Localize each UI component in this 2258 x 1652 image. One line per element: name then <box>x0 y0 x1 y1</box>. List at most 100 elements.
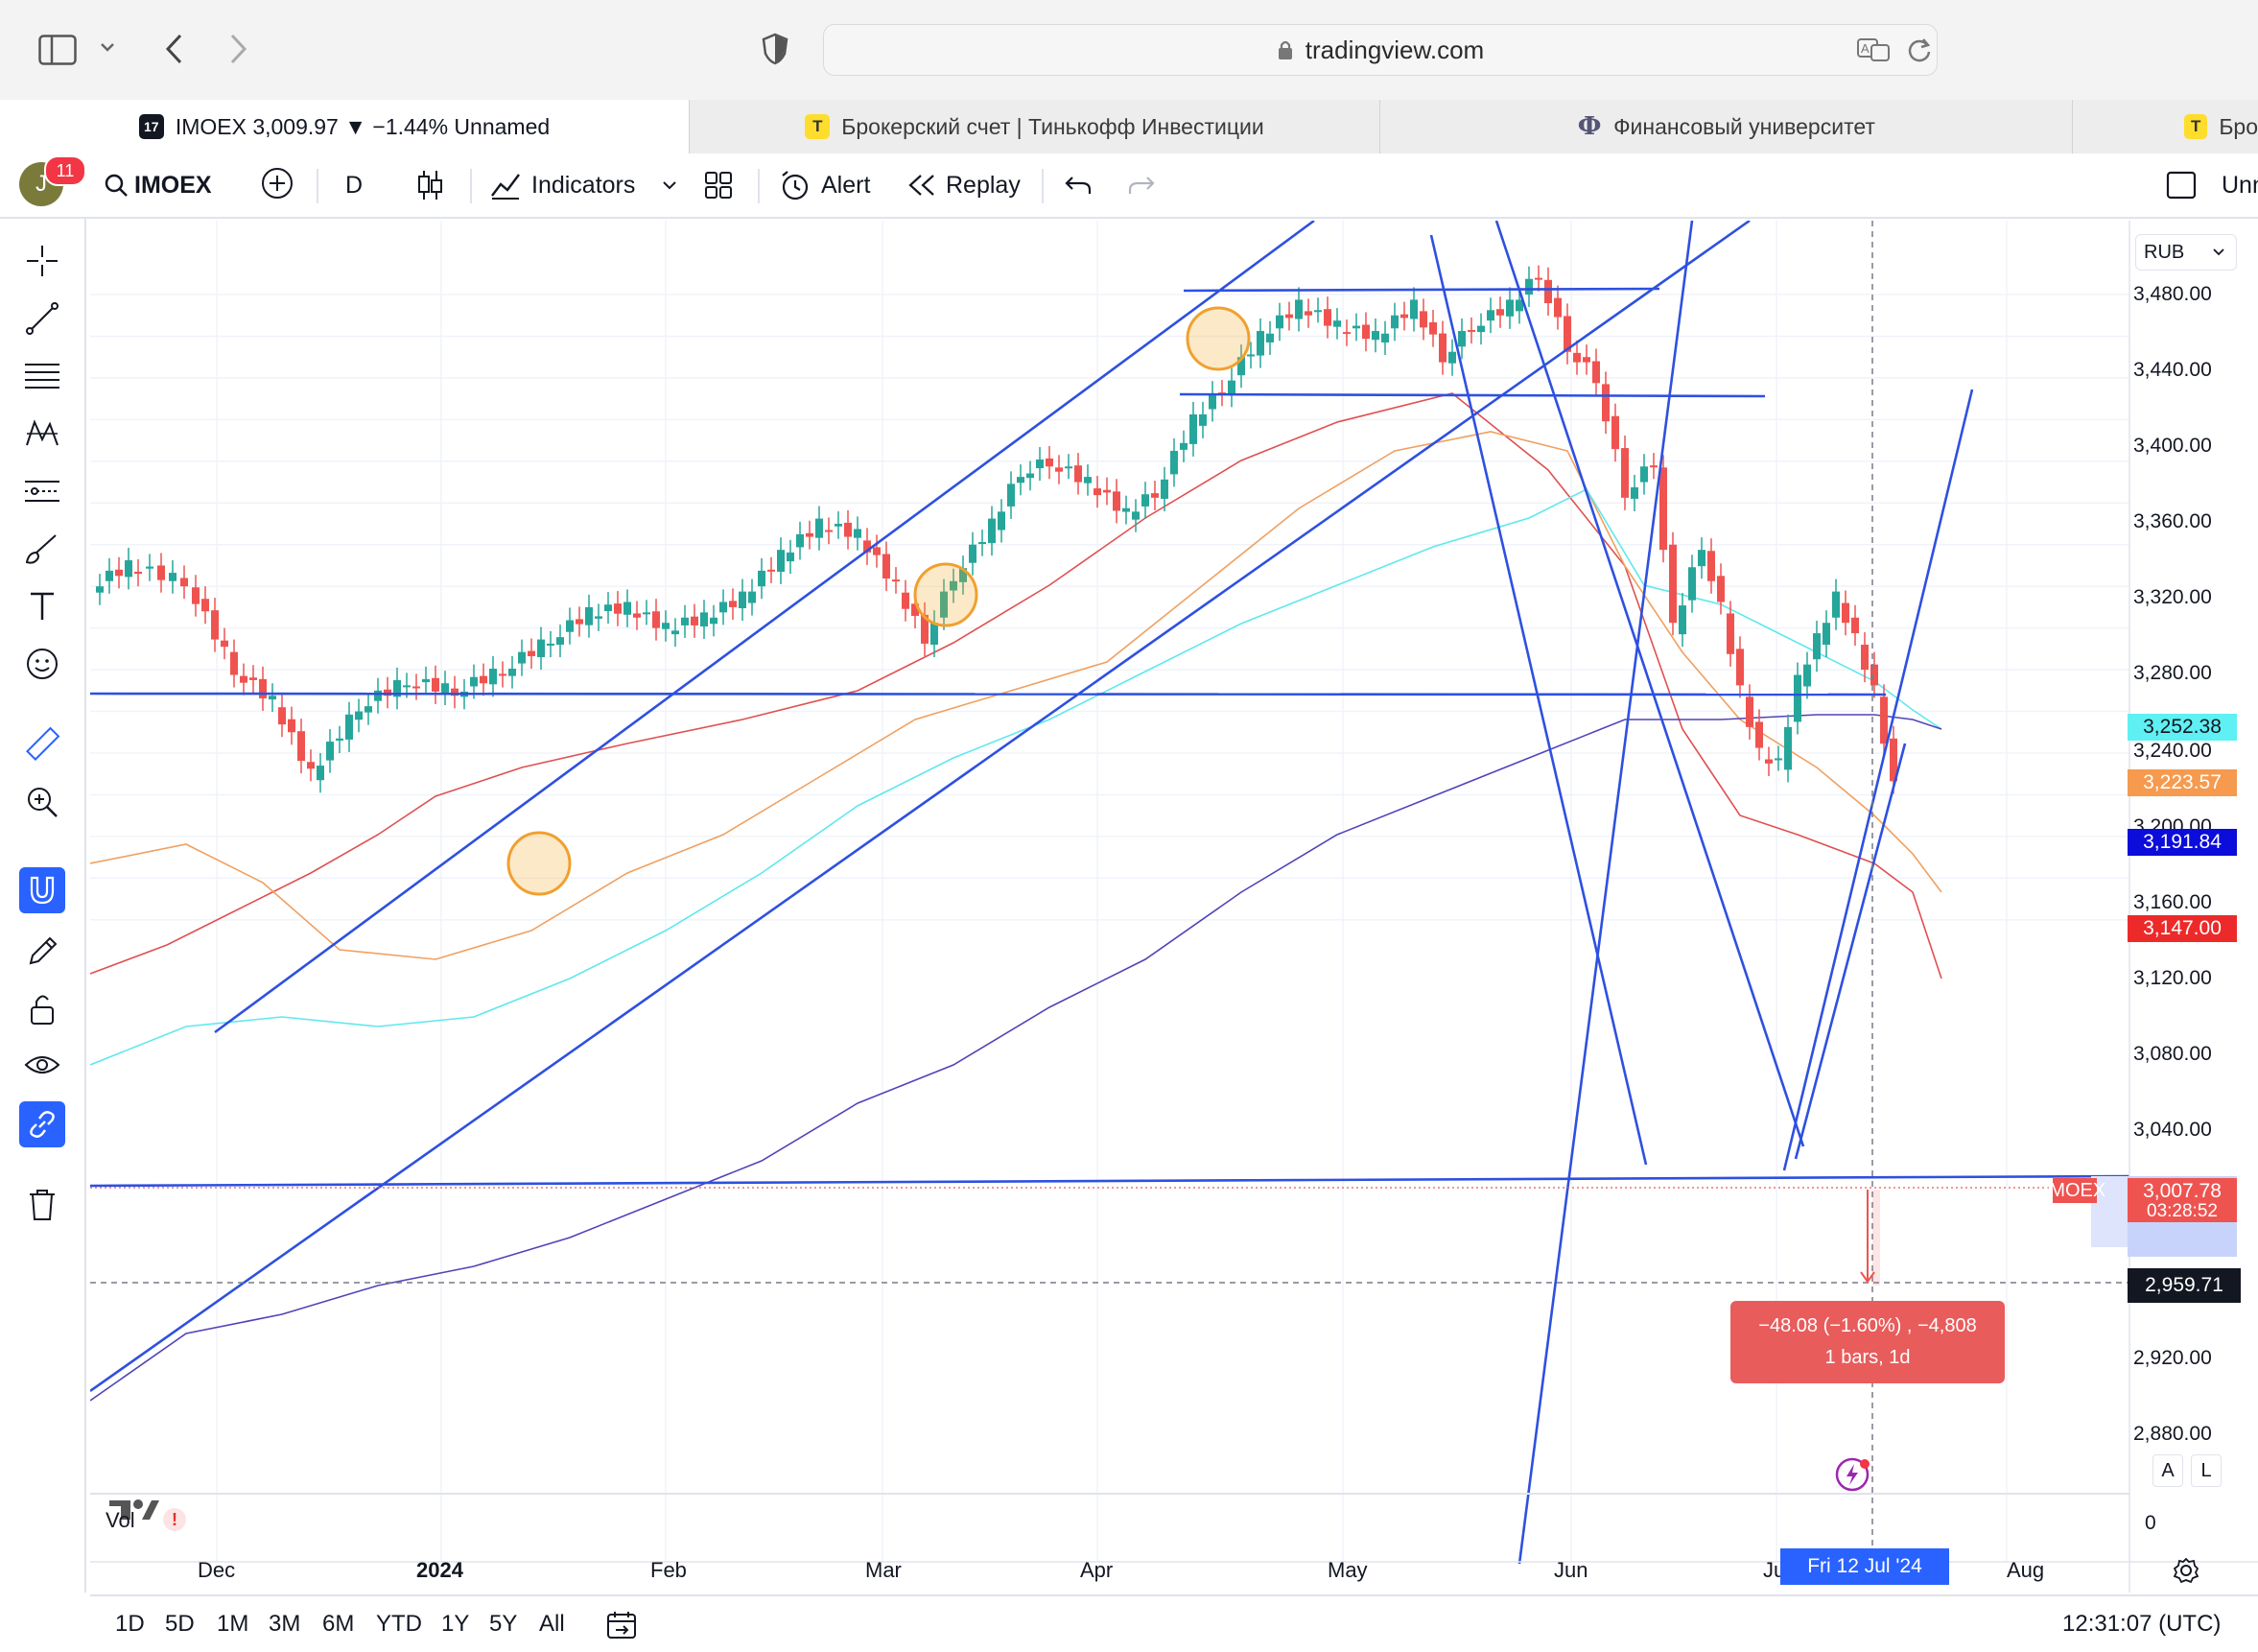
forward-icon[interactable] <box>228 33 249 65</box>
layout-icon[interactable] <box>2166 171 2197 200</box>
log-scale-button[interactable]: L <box>2191 1454 2222 1487</box>
candle-body <box>748 591 756 603</box>
settings-gear-icon[interactable] <box>2172 1556 2200 1585</box>
tradingview-watermark <box>109 1499 159 1520</box>
alert-button[interactable]: Alert <box>779 153 870 217</box>
candle-body <box>249 677 257 680</box>
timeframe-5y[interactable]: 5Y <box>489 1611 518 1637</box>
trash-icon[interactable] <box>19 1182 65 1228</box>
timeframe-ytd[interactable]: YTD <box>376 1611 422 1637</box>
candle-body <box>988 518 996 544</box>
indicators-button[interactable]: Indicators <box>489 153 635 217</box>
candle-body <box>959 568 967 582</box>
candle-body <box>146 566 153 569</box>
candle-body <box>1784 726 1792 770</box>
undo-icon[interactable] <box>1065 175 1092 196</box>
candle-body <box>365 706 372 713</box>
translate-icon[interactable]: A <box>1856 36 1891 63</box>
emoji-icon[interactable] <box>19 641 65 687</box>
candle-body <box>873 547 881 555</box>
sync-link-icon[interactable] <box>19 1101 65 1147</box>
price-chart[interactable] <box>90 221 2258 1593</box>
timeframe-3m[interactable]: 3M <box>269 1611 301 1637</box>
timeframe-1m[interactable]: 1M <box>217 1611 249 1637</box>
forecast-icon[interactable] <box>19 468 65 514</box>
sidebar-toggle-icon[interactable] <box>38 35 77 65</box>
text-tool-icon[interactable] <box>19 583 65 629</box>
candle-body <box>671 630 679 635</box>
visibility-eye-icon[interactable] <box>19 1044 65 1090</box>
templates-grid-icon[interactable] <box>704 171 733 200</box>
pattern-icon[interactable] <box>19 411 65 457</box>
redo-icon[interactable] <box>1128 175 1155 196</box>
candle-body <box>796 533 804 548</box>
volume-warning-icon[interactable]: ! <box>163 1508 186 1531</box>
magnet-icon[interactable] <box>19 867 65 913</box>
compare-add-icon[interactable] <box>261 167 294 200</box>
measure-bars: 1 bars, 1d <box>1824 1347 1911 1368</box>
timeframe-all[interactable]: All <box>539 1611 565 1637</box>
candle-body <box>1775 758 1782 761</box>
candle-body <box>815 518 823 538</box>
privacy-shield-icon[interactable] <box>762 33 788 65</box>
utc-clock[interactable]: 12:31:07 (UTC) <box>2062 1611 2222 1637</box>
replay-button[interactable]: Replay <box>907 153 1021 217</box>
candle-body <box>1554 297 1562 318</box>
lightning-icon[interactable] <box>1834 1456 1870 1493</box>
tab-fin-university[interactable]: Ф Финансовый университет <box>1379 100 2072 153</box>
ruler-icon[interactable] <box>19 721 65 767</box>
candle-body <box>1477 325 1485 333</box>
timeframe-1y[interactable]: 1Y <box>441 1611 470 1637</box>
candle-body <box>1506 299 1514 317</box>
chevron-down-icon[interactable] <box>662 180 677 192</box>
candle-body <box>1132 511 1140 520</box>
interval-button[interactable]: D <box>345 171 364 199</box>
back-icon[interactable] <box>163 33 184 65</box>
url-text: tradingview.com <box>1305 35 1485 64</box>
candle-body <box>930 623 938 646</box>
candles <box>96 265 1897 794</box>
tab-tinkoff-2[interactable]: T Бро <box>2072 100 2258 153</box>
lock-drawings-icon[interactable] <box>19 986 65 1032</box>
candle-body <box>1141 494 1149 507</box>
zoom-in-icon[interactable] <box>19 779 65 825</box>
chevron-down-icon <box>2213 248 2224 256</box>
brush-icon[interactable] <box>19 526 65 572</box>
candle-type-icon[interactable] <box>416 169 443 201</box>
address-bar[interactable]: tradingview.com A <box>823 24 1938 76</box>
candle-body <box>1564 316 1571 352</box>
symbol-search-button[interactable]: IMOEX <box>104 153 212 217</box>
candle-body <box>1611 415 1619 450</box>
draw-mode-icon[interactable] <box>19 929 65 975</box>
tab-tinkoff[interactable]: T Брокерский счет | Тинькофф Инвестиции <box>689 100 1379 153</box>
candle-body <box>585 606 593 625</box>
volume-label: Vol <box>106 1508 135 1532</box>
volume-zero-tick: 0 <box>2145 1512 2156 1534</box>
candle-body <box>1362 324 1370 340</box>
toolbar-separator <box>1042 169 1044 203</box>
fib-retracement-icon[interactable] <box>19 353 65 399</box>
ma-red-tag: 3,147.00 <box>2128 915 2237 942</box>
candle-body <box>719 602 727 613</box>
layout-name[interactable]: Unn <box>2222 171 2258 199</box>
timeframe-1d[interactable]: 1D <box>115 1611 145 1637</box>
ma-purple-line <box>90 714 1942 1402</box>
candle-body <box>1621 448 1629 498</box>
timeframe-5d[interactable]: 5D <box>165 1611 195 1637</box>
candle-body <box>374 690 382 701</box>
timeframe-6m[interactable]: 6M <box>322 1611 355 1637</box>
goto-date-icon[interactable] <box>606 1610 639 1640</box>
reload-icon[interactable] <box>1906 36 1933 63</box>
time-tick: Jun <box>1554 1558 1588 1582</box>
tab-label: Бро <box>2219 113 2258 139</box>
crosshair-icon[interactable] <box>19 238 65 284</box>
auto-scale-button[interactable]: A <box>2152 1454 2183 1487</box>
candle-body <box>1247 354 1255 357</box>
chevron-down-icon[interactable] <box>100 42 115 54</box>
candle-body <box>1228 380 1235 395</box>
tab-tradingview[interactable]: 17 IMOEX 3,009.97 ▼ −1.44% Unnamed <box>0 100 689 153</box>
trend-line-icon[interactable] <box>19 295 65 342</box>
candle-body <box>729 601 737 607</box>
indicators-label: Indicators <box>531 171 636 199</box>
currency-select[interactable]: RUB <box>2135 234 2237 271</box>
